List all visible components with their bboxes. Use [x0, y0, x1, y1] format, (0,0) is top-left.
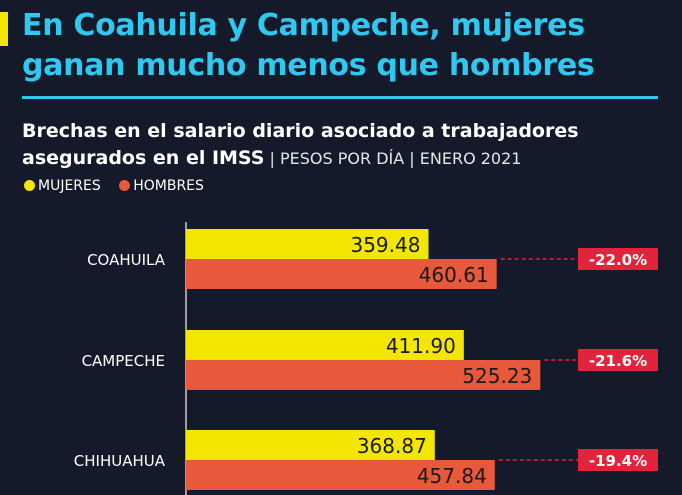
legend-swatch-hombres	[119, 180, 131, 191]
category-label-coahuila: COAHUILA	[87, 251, 166, 269]
title-line-2: ganan mucho menos que hombres	[22, 48, 595, 83]
legend-label-mujeres: MUJERES	[38, 178, 101, 194]
gap-label-chihuahua: -19.4%	[589, 452, 647, 470]
value-label-hombres-chihuahua: 457.84	[417, 464, 487, 488]
bar-mujeres-chihuahua	[186, 430, 435, 460]
value-label-hombres-campeche: 525.23	[462, 364, 532, 388]
subtitle-line-1: Brechas en el salario diario asociado a …	[22, 120, 579, 142]
title-divider	[22, 96, 658, 99]
bar-mujeres-coahuila	[186, 229, 429, 259]
gap-label-coahuila: -22.0%	[589, 251, 647, 269]
legend-swatch-mujeres	[24, 180, 35, 191]
gap-badge-campeche	[578, 349, 658, 371]
title-line-1: En Coahuila y Campeche, mujeres	[22, 8, 585, 43]
value-label-hombres-coahuila: 460.61	[419, 263, 489, 287]
legend-item-mujeres: MUJERES	[24, 178, 101, 194]
gap-badge-chihuahua	[578, 449, 658, 471]
page-title: En Coahuila y Campeche, mujeres ganan mu…	[22, 6, 672, 86]
category-label-campeche: CAMPECHE	[82, 352, 165, 370]
bar-mujeres-campeche	[186, 330, 464, 360]
bar-hombres-campeche	[186, 360, 541, 390]
value-label-mujeres-coahuila: 359.48	[350, 233, 420, 257]
legend-item-hombres: HOMBRES	[119, 178, 204, 194]
category-label-chihuahua: CHIHUAHUA	[74, 452, 166, 470]
value-label-mujeres-chihuahua: 368.87	[357, 434, 427, 458]
bar-hombres-coahuila	[186, 259, 497, 289]
chart-subtitle: Brechas en el salario diario asociado a …	[22, 118, 672, 172]
gap-label-campeche: -21.6%	[589, 352, 647, 370]
gap-badge-coahuila	[578, 248, 658, 270]
title-accent-bar	[0, 12, 8, 46]
subtitle-line-2-bold: asegurados en el IMSS	[22, 147, 265, 169]
value-label-mujeres-campeche: 411.90	[386, 334, 456, 358]
bar-hombres-chihuahua	[186, 460, 495, 490]
legend-label-hombres: HOMBRES	[133, 178, 204, 194]
subtitle-line-2-light: | PESOS POR DÍA | ENERO 2021	[264, 149, 522, 168]
chart-legend: MUJERES HOMBRES	[24, 178, 218, 194]
